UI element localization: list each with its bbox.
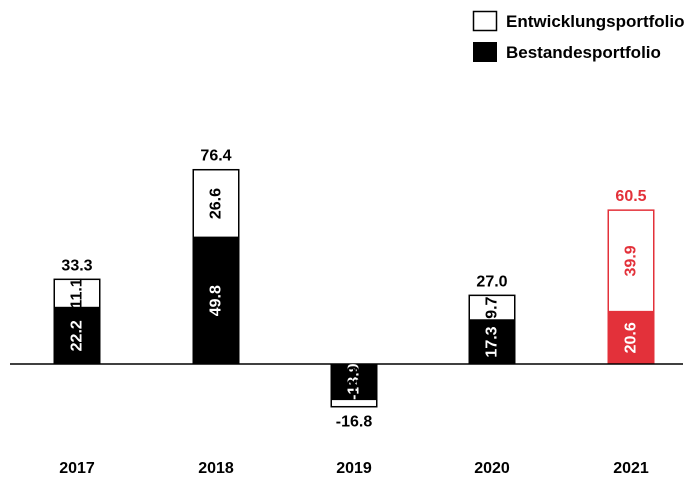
total-label-2020: 27.0 xyxy=(476,273,507,290)
bar-entwicklungsportfolio-2017 xyxy=(53,278,101,309)
x-tick-label-2017: 2017 xyxy=(59,460,95,477)
data-label-entwicklungsportfolio-2020: 9.7 xyxy=(484,296,501,318)
data-label-bestandesportfolio-2018: 49.8 xyxy=(208,285,225,316)
bar-entwicklungsportfolio-2021 xyxy=(607,209,655,313)
bar-bestandesportfolio-2020 xyxy=(468,320,516,364)
bar-entwicklungsportfolio-2018 xyxy=(192,168,240,239)
total-label-2019: -16.8 xyxy=(336,414,373,431)
legend-label-entwicklungsportfolio: Entwicklungsportfolio xyxy=(506,12,685,31)
data-label-entwicklungsportfolio-2018: 26.6 xyxy=(208,188,225,219)
data-label-bestandesportfolio-2021: 20.6 xyxy=(623,322,640,353)
data-label-bestandesportfolio-2020: 17.3 xyxy=(484,326,501,357)
bar-entwicklungsportfolio-2020 xyxy=(468,294,516,321)
bars xyxy=(53,168,655,408)
legend-label-bestandesportfolio: Bestandesportfolio xyxy=(506,43,661,62)
bar-bestandesportfolio-2017 xyxy=(53,307,101,364)
x-tick-label-2018: 2018 xyxy=(198,460,234,477)
legend-swatch-bestandesportfolio xyxy=(473,42,497,62)
data-label-bestandesportfolio-2019: -13.9 xyxy=(346,363,363,400)
total-label-2021: 60.5 xyxy=(615,188,646,205)
total-label-2018: 76.4 xyxy=(200,148,231,165)
bar-bestandesportfolio-2021 xyxy=(607,311,655,364)
bar-bestandesportfolio-2018 xyxy=(192,237,240,364)
legend-swatch-entwicklungsportfolio xyxy=(472,10,498,32)
x-tick-label-2020: 2020 xyxy=(474,460,510,477)
bar-bestandesportfolio-2019 xyxy=(330,364,378,400)
bar-entwicklungsportfolio-2019 xyxy=(330,398,378,408)
data-label-entwicklungsportfolio-2017: 11.1 xyxy=(69,278,86,308)
data-label-bestandesportfolio-2017: 22.2 xyxy=(69,320,86,351)
total-label-2017: 33.3 xyxy=(61,257,92,274)
data-labels: 22.2 11.1 33.3 49.8 26.6 76.4 -13.9-2.9 -16.8 17… xyxy=(61,148,646,431)
x-tick-label-2019: 2019 xyxy=(336,460,372,477)
x-tick-labels: 2017 2018 2019 2020 2021 xyxy=(59,460,649,477)
data-label-entwicklungsportfolio-2019: -2.9 xyxy=(346,365,363,393)
x-tick-label-2021: 2021 xyxy=(613,460,649,477)
data-label-entwicklungsportfolio-2021: 39.9 xyxy=(623,245,640,276)
legend: Entwicklungsportfolio Bestandesportfolio xyxy=(472,10,685,62)
